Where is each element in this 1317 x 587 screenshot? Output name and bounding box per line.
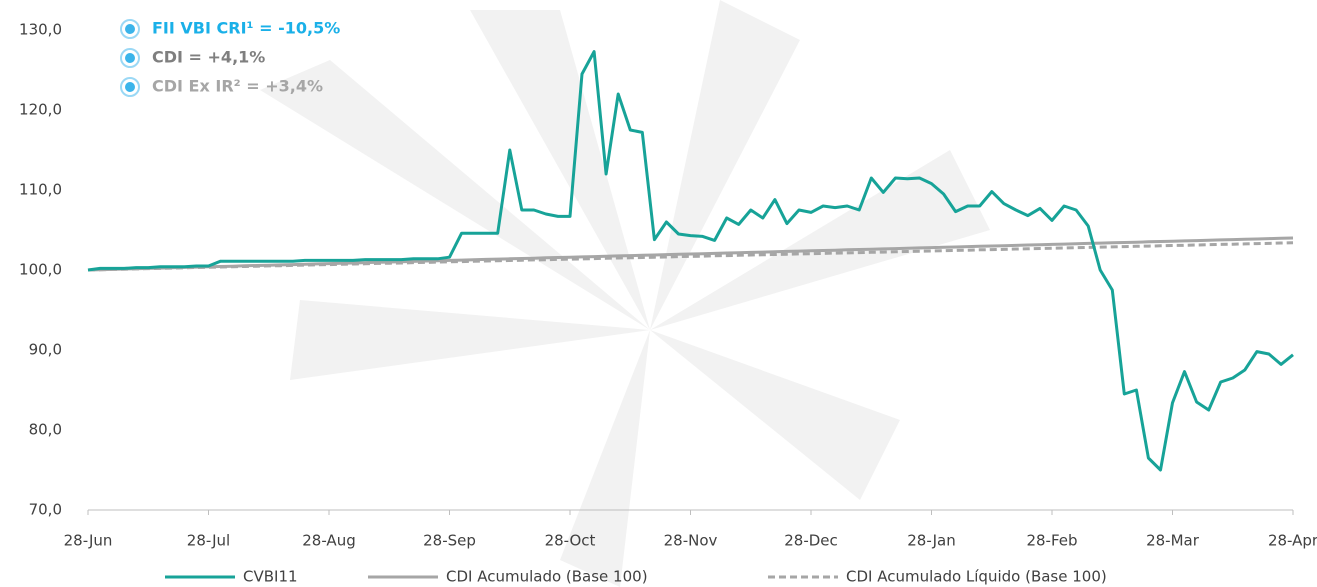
x-tick-label: 28-Apr <box>1268 532 1317 550</box>
watermark <box>260 0 990 587</box>
x-tick-label: 28-Mar <box>1146 532 1200 550</box>
x-tick-label: 28-Jun <box>64 532 113 550</box>
annotation-icon-dot <box>125 24 135 34</box>
annotation-icon-dot <box>125 53 135 63</box>
legend-label: CVBI11 <box>243 568 298 586</box>
y-tick-label: 120,0 <box>19 101 62 119</box>
annotation-icon-dot <box>125 82 135 92</box>
y-tick-label: 90,0 <box>29 341 62 359</box>
x-tick-label: 28-Sep <box>423 532 476 550</box>
legend-label: CDI Acumulado (Base 100) <box>446 568 648 586</box>
x-tick-label: 28-Feb <box>1026 532 1077 550</box>
y-tick-label: 100,0 <box>19 261 62 279</box>
chart: 70,0 80,0 90,0 100,0 110,0 120,0 130,0 28-Jun 28… <box>0 0 1317 587</box>
annotation: CDI = +4,1% <box>152 48 265 67</box>
y-tick-label: 70,0 <box>29 501 62 519</box>
y-tick-label: 110,0 <box>19 181 62 199</box>
x-tick-label: 28-Oct <box>545 532 596 550</box>
y-tick-label: 130,0 <box>19 21 62 39</box>
annotation: CDI Ex IR² = +3,4% <box>152 77 323 96</box>
x-tick-label: 28-Jul <box>187 532 230 550</box>
x-tick-label: 28-Aug <box>302 532 355 550</box>
legend-label: CDI Acumulado Líquido (Base 100) <box>846 568 1107 586</box>
x-tick-label: 28-Dec <box>784 532 838 550</box>
x-tick-label: 28-Nov <box>664 532 718 550</box>
series-line <box>88 52 1293 470</box>
x-tick-label: 28-Jan <box>907 532 955 550</box>
y-tick-label: 80,0 <box>29 421 62 439</box>
annotation: FII VBI CRI¹ = -10,5% <box>152 19 340 38</box>
